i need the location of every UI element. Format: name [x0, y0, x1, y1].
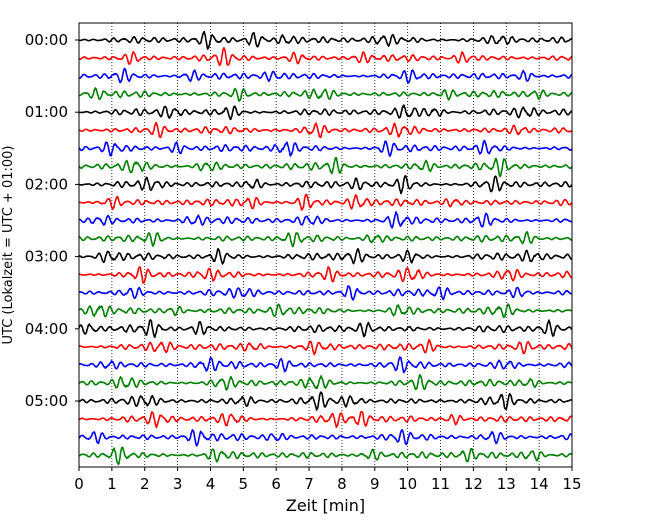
trace-0230 [78, 211, 573, 229]
x-tick-label: 6 [271, 475, 281, 493]
x-tick-label: 5 [239, 475, 249, 493]
x-tick-label: 10 [398, 475, 417, 493]
trace-0330 [78, 285, 573, 301]
x-tick-label: 3 [173, 475, 183, 493]
x-tick-label: 7 [304, 475, 314, 493]
y-tick-label: 01:00 [25, 103, 68, 121]
trace-0400 [78, 319, 573, 338]
trace-0215 [78, 193, 573, 211]
y-tick-label: 02:00 [25, 175, 68, 193]
trace-0200 [78, 174, 573, 195]
x-tick-label: 11 [431, 475, 450, 493]
y-tick-label: 04:00 [25, 320, 68, 338]
trace-0100 [78, 104, 573, 121]
trace-0015 [78, 47, 573, 67]
traces [78, 30, 573, 466]
x-tick-label: 15 [562, 475, 581, 493]
ticks: 0 1 2 3 4 5 6 7 8 9 10 11 12 13 14 1500:0001:0002:0003:… [25, 31, 582, 493]
grid [111, 23, 540, 467]
trace-0130 [78, 139, 573, 157]
trace-0530 [78, 429, 573, 447]
x-axis-label: Zeit [min] [286, 496, 365, 515]
trace-0300 [78, 247, 573, 265]
trace-0145 [78, 156, 573, 178]
trace-0245 [78, 231, 573, 248]
y-tick-label: 03:00 [25, 248, 68, 266]
plot-frame [78, 22, 573, 468]
y-axis-label: UTC (Lokalzeit = UTC + 01:00) [1, 146, 16, 345]
x-tick-label: 2 [140, 475, 150, 493]
x-tick-label: 9 [370, 475, 380, 493]
trace-0345 [78, 303, 573, 319]
trace-0515 [78, 410, 573, 429]
trace-0430 [78, 356, 573, 374]
trace-0545 [78, 446, 573, 466]
trace-0415 [78, 339, 573, 356]
trace-0315 [78, 266, 573, 284]
trace-0045 [78, 87, 573, 102]
x-tick-label: 8 [337, 475, 347, 493]
x-tick-label: 1 [107, 475, 117, 493]
trace-0445 [78, 374, 573, 391]
x-tick-label: 13 [497, 475, 516, 493]
trace-0115 [78, 121, 573, 139]
trace-0030 [78, 67, 573, 84]
x-tick-label: 4 [206, 475, 216, 493]
trace-0000 [78, 30, 573, 50]
x-tick-label: 0 [74, 475, 84, 493]
x-tick-label: 12 [464, 475, 483, 493]
x-tick-label: 14 [530, 475, 549, 493]
y-tick-label: 00:00 [25, 31, 68, 49]
trace-0500 [78, 391, 573, 411]
y-tick-label: 05:00 [25, 392, 68, 410]
